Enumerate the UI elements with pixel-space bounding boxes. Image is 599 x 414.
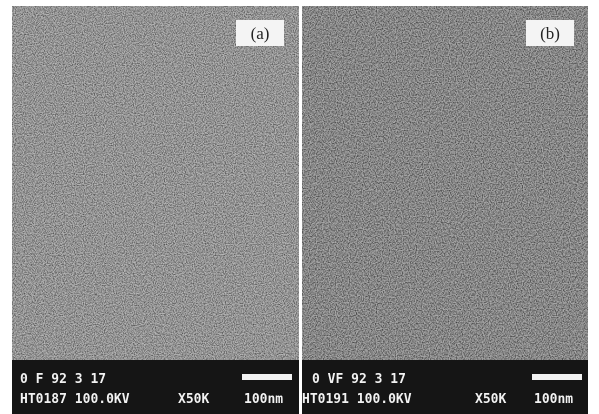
texture: [302, 6, 588, 360]
panel-b: (b) 0 VF 92 3 17 HT0191 100.0KV X50K 100…: [302, 6, 588, 414]
panel-a: (a) 0 F 92 3 17 HT0187 100.0KV X50K 100n…: [12, 6, 299, 414]
scale-label: 100nm: [244, 392, 283, 407]
scale-bar: [242, 374, 292, 380]
info-line: HT0191 100.0KV: [302, 392, 412, 407]
info-line: 0 VF 92 3 17: [312, 372, 406, 387]
info-line: HT0187 100.0KV: [20, 392, 130, 407]
texture: [12, 6, 299, 360]
panel-label: (a): [251, 24, 270, 43]
magnification: X50K: [178, 392, 209, 407]
micrograph-figure: (a) 0 F 92 3 17 HT0187 100.0KV X50K 100n…: [0, 0, 599, 414]
info-line: 0 F 92 3 17: [20, 372, 106, 387]
magnification: X50K: [475, 392, 506, 407]
scale-bar: [532, 374, 582, 380]
panel-label: (b): [540, 24, 560, 43]
scale-label: 100nm: [534, 392, 573, 407]
